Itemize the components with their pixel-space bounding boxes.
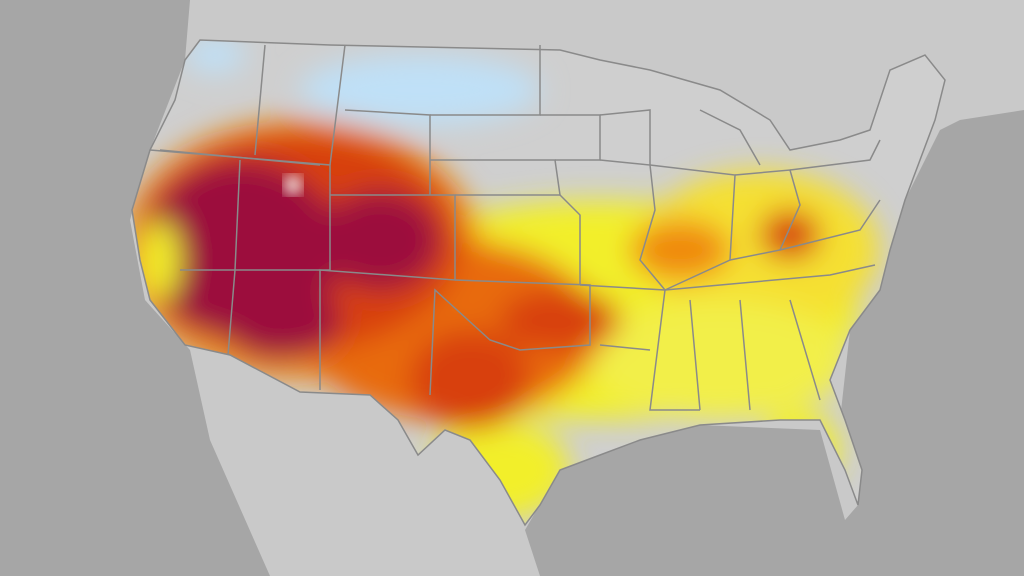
state-borders bbox=[131, 39, 946, 527]
